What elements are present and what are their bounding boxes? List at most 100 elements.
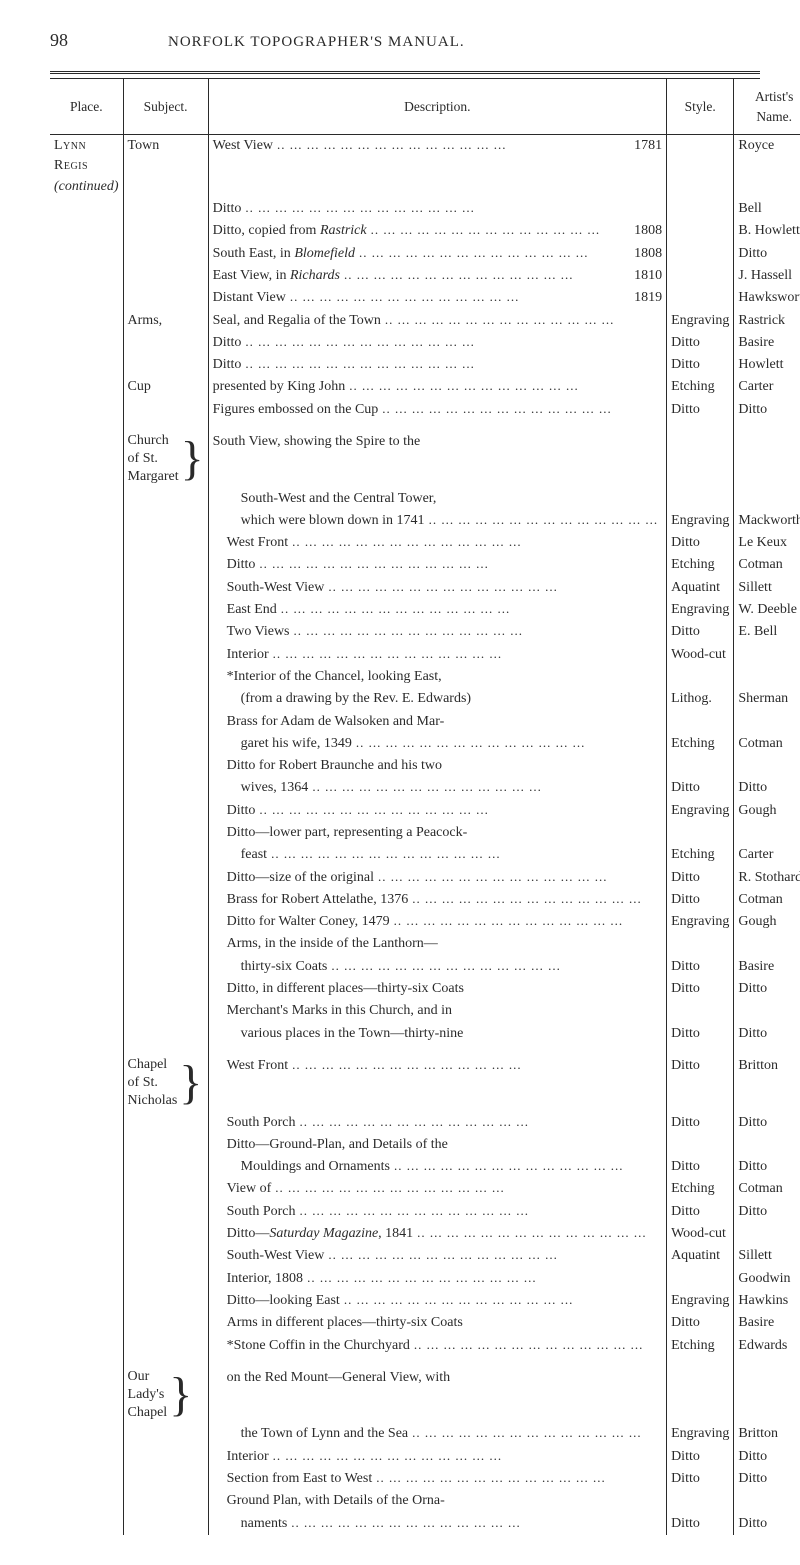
place-empty [50, 1201, 123, 1223]
artist-cell: Ditto [734, 243, 800, 265]
leader-dots [410, 1336, 662, 1356]
place-empty [50, 1490, 123, 1512]
style-cell: Ditto [667, 777, 734, 799]
leader-dots [372, 1469, 662, 1489]
style-cell: Wood-cut [667, 1223, 734, 1245]
subject-cell [123, 777, 208, 799]
place-empty [50, 889, 123, 911]
description-cell: Brass for Robert Attelathe, 1376 [208, 889, 666, 911]
subject-cell [123, 1513, 208, 1535]
subject-cell [123, 1134, 208, 1156]
description-text: Merchant's Marks in this Church, and in [227, 1001, 452, 1021]
leader-dots [287, 1514, 662, 1534]
style-cell [667, 666, 734, 688]
subject-cell [123, 399, 208, 421]
place-empty [50, 1245, 123, 1267]
description-cell: the Town of Lynn and the Sea [208, 1423, 666, 1445]
description-text: Ditto [213, 199, 242, 219]
subject-cell [123, 867, 208, 889]
leader-dots [269, 645, 662, 665]
leader-dots [378, 400, 662, 420]
description-text: Brass for Adam de Walsoken and Mar- [227, 712, 445, 732]
description-cell: *Interior of the Chancel, looking East, [208, 666, 666, 688]
description-text: *Interior of the Chancel, looking East, [227, 667, 442, 687]
description-cell: Two Views [208, 621, 666, 643]
description-cell: Ditto for Robert Braunche and his two [208, 755, 666, 777]
description-cell: Arms, in the inside of the Lanthorn— [208, 933, 666, 955]
header-place: Place. [50, 79, 123, 135]
subject-cell [123, 1490, 208, 1512]
place-empty [50, 599, 123, 621]
subject-cell [123, 933, 208, 955]
subject-cell [123, 1223, 208, 1245]
place-empty [50, 1513, 123, 1535]
leader-dots [303, 1269, 662, 1289]
place-empty [50, 911, 123, 933]
description-cell: Ditto, copied from Rastrick1808 [208, 220, 666, 242]
description-cell: West Front [208, 532, 666, 554]
description-cell: South View, showing the Spire to the [208, 431, 666, 488]
subject-cell [123, 354, 208, 376]
style-cell [667, 822, 734, 844]
description-cell: naments [208, 1513, 666, 1535]
style-cell [667, 265, 734, 287]
style-cell: Ditto [667, 332, 734, 354]
style-cell [667, 1000, 734, 1022]
style-cell: Ditto [667, 867, 734, 889]
place-empty [50, 1423, 123, 1445]
year: 1808 [626, 244, 662, 264]
style-cell [667, 1268, 734, 1290]
style-cell: Ditto [667, 354, 734, 376]
description-text: Section from East to West [227, 1469, 373, 1489]
description-text: Mouldings and Ornaments [241, 1157, 390, 1177]
artist-cell [734, 644, 800, 666]
description-text: Distant View [213, 288, 286, 308]
artist-cell [734, 711, 800, 733]
style-cell [667, 711, 734, 733]
subject-cell [123, 844, 208, 866]
place-empty [50, 1023, 123, 1045]
description-text: West Front [227, 533, 288, 553]
artist-cell: Carter [734, 844, 800, 866]
style-cell: Ditto [667, 532, 734, 554]
artist-cell: Hawkins [734, 1290, 800, 1312]
leader-dots [324, 1246, 662, 1266]
subject-cell: Town [123, 135, 208, 198]
place-empty [50, 800, 123, 822]
place-empty [50, 1268, 123, 1290]
place-empty [50, 621, 123, 643]
leader-dots [355, 244, 626, 264]
page-header: 98 NORFOLK TOPOGRAPHER'S MANUAL. [50, 30, 760, 51]
header-style: Style. [667, 79, 734, 135]
description-cell: Ditto [208, 554, 666, 576]
artist-cell: W. Deeble [734, 599, 800, 621]
style-cell: Ditto [667, 1201, 734, 1223]
place-empty [50, 956, 123, 978]
leader-dots [295, 1202, 662, 1222]
description-cell: Ditto for Walter Coney, 1479 [208, 911, 666, 933]
description-text: Ditto [227, 801, 256, 821]
description-cell: West Front [208, 1055, 666, 1112]
description-text: wives, 1364 [241, 778, 309, 798]
subject-cell [123, 287, 208, 309]
style-cell [667, 755, 734, 777]
subject-cell: Cup [123, 376, 208, 398]
artist-cell: J. Hassell [734, 265, 800, 287]
artist-cell: Carter [734, 376, 800, 398]
artist-cell [734, 1223, 800, 1245]
subject-cell [123, 1000, 208, 1022]
style-cell: Ditto [667, 1023, 734, 1045]
description-cell: South-West and the Central Tower, [208, 488, 666, 510]
description-cell: Brass for Adam de Walsoken and Mar- [208, 711, 666, 733]
style-cell: Engraving [667, 911, 734, 933]
description-cell: Interior [208, 1446, 666, 1468]
place-empty [50, 711, 123, 733]
leader-dots [408, 890, 662, 910]
subject-cell [123, 599, 208, 621]
artist-cell: B. Howlett [734, 220, 800, 242]
artist-cell: Basire [734, 332, 800, 354]
place-note: (continued) [54, 179, 119, 194]
description-text: South View, showing the Spire to the [213, 432, 421, 452]
description-cell: Section from East to West [208, 1468, 666, 1490]
artist-cell: Royce [734, 135, 800, 198]
